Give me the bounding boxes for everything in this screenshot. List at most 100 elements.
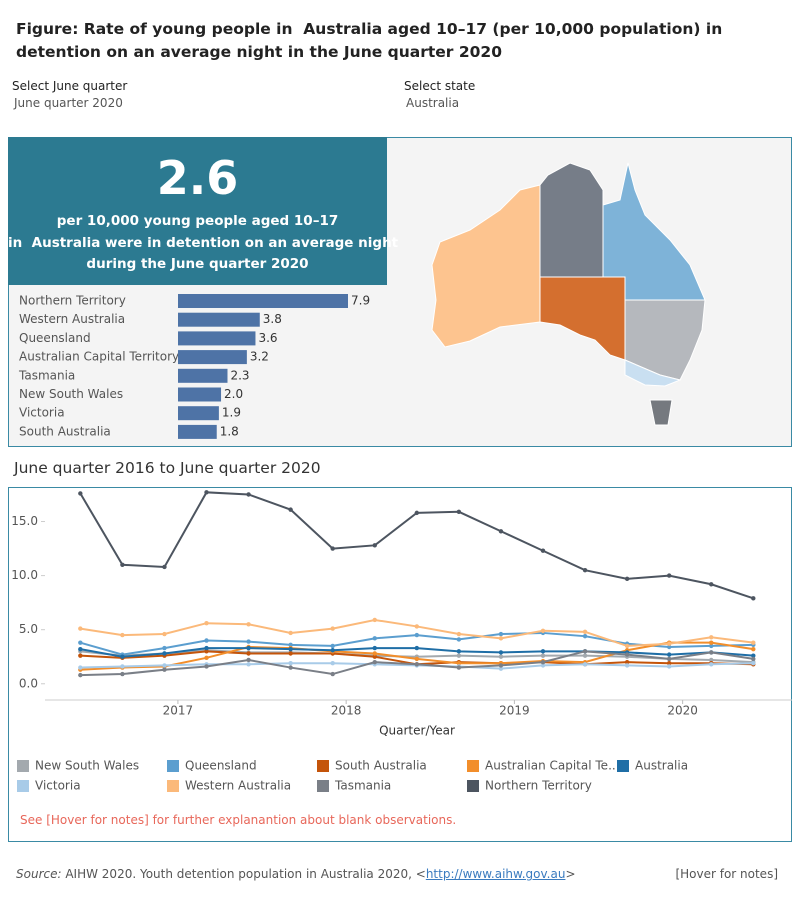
chart-frame (8, 487, 792, 842)
value-label: 1.9 (222, 406, 241, 420)
filter-label: Select June quarter (12, 79, 128, 93)
value-label: 3.8 (263, 312, 282, 326)
legend-swatch (167, 760, 179, 772)
point (204, 664, 209, 669)
line-chart: 0.0 5.0 10.0 15.0 2017 2018 2019 2020 Quarter/Ye… (11, 490, 792, 793)
point (372, 651, 377, 656)
bar-label: South Australia (19, 424, 111, 438)
point (372, 617, 377, 623)
point (540, 628, 546, 633)
point (78, 672, 83, 678)
point (162, 663, 167, 668)
notes-link[interactable]: [Hover for notes] (675, 867, 778, 881)
map-vic[interactable] (624, 359, 682, 387)
point (162, 564, 167, 570)
headline-text: during the June quarter 2020 (86, 256, 309, 272)
point (582, 649, 588, 654)
bar (178, 331, 256, 346)
legend-label: Tasmania (334, 779, 391, 793)
point (372, 645, 377, 651)
point (624, 652, 630, 657)
point (162, 631, 167, 637)
point (204, 621, 209, 626)
bar (178, 294, 348, 308)
bar-label: Western Australia (19, 312, 125, 326)
point (540, 663, 546, 668)
point (330, 626, 335, 631)
map[interactable] (420, 150, 720, 440)
point (540, 659, 546, 665)
point (162, 651, 167, 656)
point (330, 546, 335, 551)
bar-label: New South Wales (19, 387, 123, 401)
legend-label: Australia (635, 759, 688, 773)
point (540, 649, 546, 654)
point (414, 624, 420, 629)
point (666, 573, 672, 578)
point (751, 640, 756, 645)
point (372, 543, 377, 548)
source-text: AIHW 2020. Youth detention population in… (61, 867, 426, 881)
point (78, 665, 83, 670)
point (582, 568, 588, 573)
bar-label: Tasmania (18, 368, 75, 382)
bar-label: Northern Territory (19, 294, 126, 308)
point (414, 656, 420, 662)
point (666, 644, 672, 650)
source-end: > (565, 867, 576, 881)
source-label: Source: (16, 867, 62, 881)
point (246, 492, 251, 497)
filter-value[interactable]: Australia (406, 96, 460, 110)
x-tick-label: 2018 (331, 704, 362, 718)
point (372, 636, 377, 641)
bar-label: Victoria (19, 406, 65, 420)
point (666, 661, 672, 666)
point (456, 509, 462, 514)
point (709, 582, 714, 587)
point (498, 650, 504, 655)
point (162, 667, 167, 672)
legend-label: Australian Capital Te.. (485, 759, 616, 773)
point (120, 671, 125, 677)
legend-swatch (317, 780, 329, 792)
headline-text: per 10,000 young people aged 10–17 (56, 213, 339, 229)
point (204, 638, 209, 643)
bar (178, 406, 219, 421)
series-line (79, 491, 754, 600)
point (624, 663, 630, 668)
point (330, 661, 335, 666)
point (414, 662, 420, 667)
point (246, 662, 251, 667)
source-link[interactable]: http://www.aihw.gov.au (425, 867, 566, 881)
bar (178, 424, 217, 439)
y-tick-label: 10.0 (11, 568, 38, 582)
legend-swatch (17, 760, 29, 772)
point (582, 633, 588, 639)
point (666, 641, 672, 646)
note: See [Hover for notes] for further explan… (20, 813, 457, 827)
x-tick-label: 2019 (499, 704, 530, 718)
point (78, 491, 83, 496)
headline-box: 2.6 per 10,000 young people aged 10–17 i… (8, 137, 398, 285)
point (498, 666, 504, 671)
point (456, 653, 462, 658)
point (120, 654, 125, 659)
bar-label: Queensland (19, 331, 91, 345)
map-wa[interactable] (431, 184, 541, 348)
value-label: 7.9 (351, 294, 370, 308)
point (78, 646, 83, 652)
point (372, 654, 377, 659)
map-sa[interactable] (539, 276, 626, 361)
filter-value[interactable]: June quarter 2020 (14, 96, 123, 110)
map-tas[interactable] (649, 399, 673, 426)
bar (178, 387, 222, 402)
legend-swatch (467, 760, 479, 772)
point (78, 640, 83, 645)
legend-label: Victoria (35, 779, 81, 793)
point (709, 640, 714, 645)
map-nt[interactable] (539, 162, 604, 278)
point (624, 659, 630, 665)
point (288, 507, 293, 512)
legend-swatch (167, 780, 179, 792)
